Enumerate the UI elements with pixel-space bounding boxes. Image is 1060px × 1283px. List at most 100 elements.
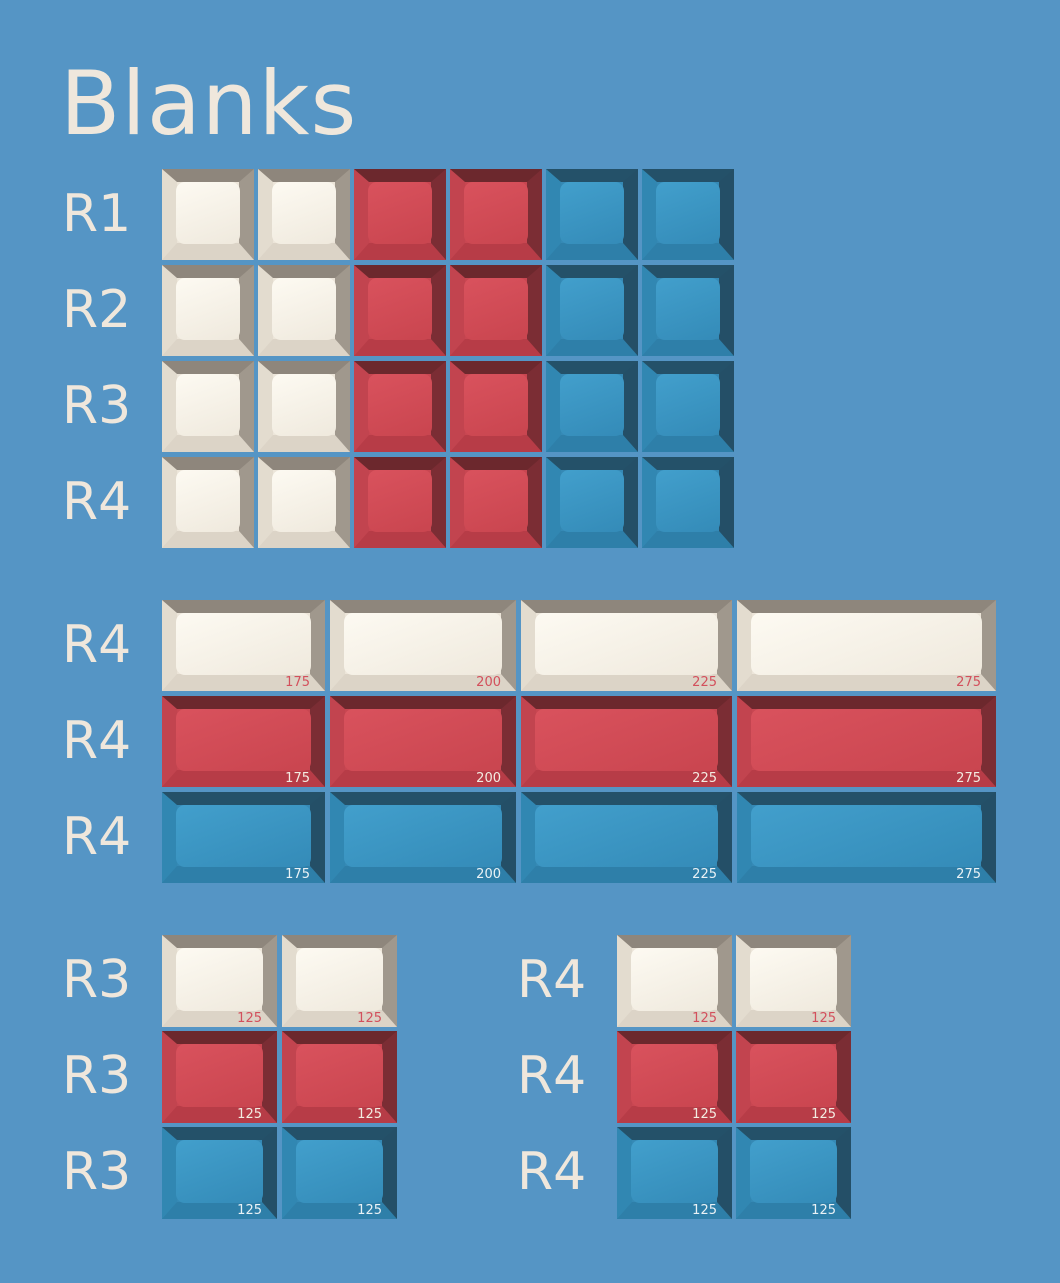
keycap-top-surface bbox=[272, 374, 336, 436]
white-keycap: 225 bbox=[521, 600, 732, 691]
keycap-top-surface bbox=[560, 278, 624, 340]
blue-keycap: 125 bbox=[282, 1127, 397, 1219]
keycap-size-label: 175 bbox=[285, 771, 310, 786]
keycap-top-surface bbox=[535, 613, 718, 675]
white-keycap bbox=[162, 457, 254, 548]
white-keycap bbox=[162, 169, 254, 260]
blue-keycap bbox=[546, 457, 638, 548]
keycap-size-label: 125 bbox=[692, 1107, 717, 1122]
keycap-size-label: 125 bbox=[692, 1011, 717, 1026]
blue-keycap bbox=[642, 169, 734, 260]
keycap-size-label: 125 bbox=[357, 1011, 382, 1026]
white-keycap bbox=[162, 265, 254, 356]
keycap-top-surface bbox=[750, 948, 837, 1011]
keycap-top-surface bbox=[176, 709, 311, 771]
keycap-top-surface bbox=[751, 613, 982, 675]
red-keycap: 125 bbox=[162, 1031, 277, 1123]
row-label: R4 bbox=[62, 710, 132, 771]
keycap-top-surface bbox=[464, 374, 528, 436]
blue-keycap: 200 bbox=[330, 792, 516, 883]
blue-keycap bbox=[546, 169, 638, 260]
keycap-top-surface bbox=[296, 948, 383, 1011]
red-keycap: 125 bbox=[736, 1031, 851, 1123]
red-keycap bbox=[450, 457, 542, 548]
red-keycap bbox=[354, 265, 446, 356]
row-label: R4 bbox=[62, 806, 132, 867]
keycap-top-surface bbox=[272, 470, 336, 532]
keycap-size-label: 225 bbox=[692, 675, 717, 690]
keycap-top-surface bbox=[296, 1140, 383, 1203]
keycap-size-label: 175 bbox=[285, 675, 310, 690]
white-keycap: 125 bbox=[617, 935, 732, 1027]
white-keycap bbox=[162, 361, 254, 452]
red-keycap bbox=[450, 361, 542, 452]
keycap-top-surface bbox=[751, 709, 982, 771]
keycap-top-surface bbox=[344, 805, 502, 867]
keycap-top-surface bbox=[176, 470, 240, 532]
keycap-top-surface bbox=[464, 278, 528, 340]
keycap-top-surface bbox=[535, 709, 718, 771]
red-keycap: 225 bbox=[521, 696, 732, 787]
keycap-top-surface bbox=[656, 470, 720, 532]
keycap-top-surface bbox=[176, 1044, 263, 1107]
red-keycap bbox=[354, 169, 446, 260]
red-keycap bbox=[354, 457, 446, 548]
keycap-size-label: 275 bbox=[956, 771, 981, 786]
keycap-top-surface bbox=[176, 613, 311, 675]
keycap-top-surface bbox=[176, 1140, 263, 1203]
red-keycap: 275 bbox=[737, 696, 996, 787]
keycap-size-label: 200 bbox=[476, 675, 501, 690]
keycap-top-surface bbox=[750, 1140, 837, 1203]
white-keycap bbox=[258, 169, 350, 260]
row-label: R3 bbox=[62, 1142, 132, 1202]
row-label: R3 bbox=[62, 950, 132, 1010]
keycap-size-label: 125 bbox=[692, 1203, 717, 1218]
keycap-top-surface bbox=[368, 278, 432, 340]
white-keycap: 125 bbox=[162, 935, 277, 1027]
keycap-top-surface bbox=[750, 1044, 837, 1107]
keycap-top-surface bbox=[656, 182, 720, 244]
blue-keycap bbox=[642, 361, 734, 452]
keycap-top-surface bbox=[176, 374, 240, 436]
keycap-top-surface bbox=[560, 182, 624, 244]
keycap-top-surface bbox=[464, 182, 528, 244]
keycap-top-surface bbox=[176, 805, 311, 867]
keycap-top-surface bbox=[751, 805, 982, 867]
keycap-top-surface bbox=[631, 1044, 718, 1107]
keycap-size-label: 275 bbox=[956, 867, 981, 882]
keycap-top-surface bbox=[631, 1140, 718, 1203]
keycap-top-surface bbox=[656, 374, 720, 436]
row-label: R4 bbox=[62, 471, 132, 532]
row-label: R3 bbox=[62, 1046, 132, 1106]
keycap-top-surface bbox=[344, 709, 502, 771]
keycap-size-label: 125 bbox=[811, 1107, 836, 1122]
keycap-top-surface bbox=[631, 948, 718, 1011]
red-keycap: 175 bbox=[162, 696, 325, 787]
white-keycap: 275 bbox=[737, 600, 996, 691]
page-title: Blanks bbox=[60, 52, 358, 155]
white-keycap bbox=[258, 265, 350, 356]
blue-keycap: 275 bbox=[737, 792, 996, 883]
keycap-top-surface bbox=[656, 278, 720, 340]
keycap-top-surface bbox=[560, 374, 624, 436]
keycap-size-label: 125 bbox=[237, 1011, 262, 1026]
keycap-size-label: 125 bbox=[357, 1107, 382, 1122]
keycap-size-label: 125 bbox=[237, 1203, 262, 1218]
white-keycap bbox=[258, 361, 350, 452]
row-label: R4 bbox=[517, 950, 587, 1010]
white-keycap: 200 bbox=[330, 600, 516, 691]
blue-keycap: 225 bbox=[521, 792, 732, 883]
row-label: R4 bbox=[517, 1142, 587, 1202]
keycap-top-surface bbox=[560, 470, 624, 532]
keycap-top-surface bbox=[344, 613, 502, 675]
keycap-top-surface bbox=[464, 470, 528, 532]
keycap-size-label: 125 bbox=[237, 1107, 262, 1122]
keycap-size-label: 225 bbox=[692, 867, 717, 882]
blue-keycap: 125 bbox=[736, 1127, 851, 1219]
keycap-size-label: 125 bbox=[811, 1011, 836, 1026]
keycap-size-label: 125 bbox=[357, 1203, 382, 1218]
keycap-top-surface bbox=[368, 374, 432, 436]
red-keycap bbox=[450, 265, 542, 356]
row-label: R3 bbox=[62, 375, 132, 436]
row-label: R4 bbox=[517, 1046, 587, 1106]
